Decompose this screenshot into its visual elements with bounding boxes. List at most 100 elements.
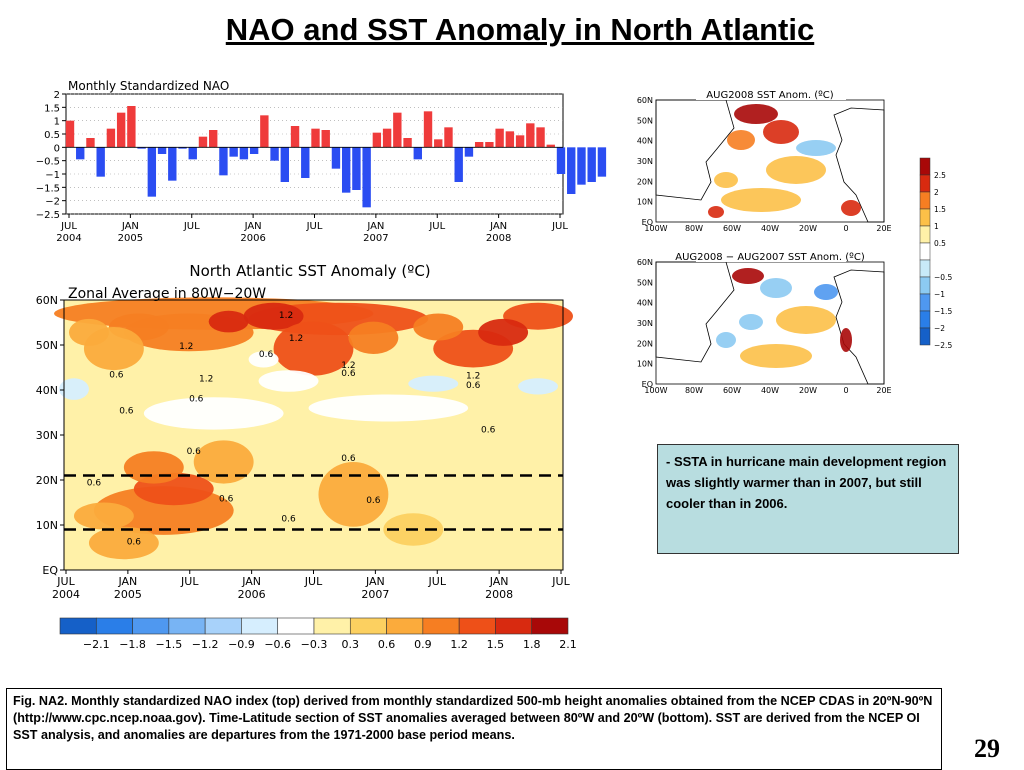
nao-bar (597, 147, 607, 177)
sst-anomaly-region (73, 502, 134, 530)
map-legend-label: 1.5 (934, 205, 946, 214)
nao-bar (219, 147, 228, 176)
sst-colorbar-label: 1.5 (487, 638, 505, 651)
sst-colorbar-label: −2.1 (83, 638, 110, 651)
map-anomaly-region (760, 278, 792, 298)
map-lon-label: 100W (644, 224, 667, 233)
sst-colorbar-swatch (277, 617, 315, 635)
nao-bar (249, 147, 259, 154)
nao-y-tick-label: −1 (45, 170, 60, 181)
map-legend-swatch (919, 174, 931, 193)
sst-anomaly-region (123, 451, 184, 484)
map-legend-label: −1 (934, 290, 945, 299)
map-anomaly-region (841, 200, 861, 216)
nao-bar (567, 147, 576, 194)
nao-x-tick-label: JUL (551, 221, 568, 232)
map-anomaly-region (814, 284, 838, 300)
sst-anomaly-region (243, 302, 304, 330)
sst-colorbar-swatch (531, 617, 569, 635)
map-anomaly-region (766, 156, 826, 184)
map-lon-label: 20E (876, 224, 891, 233)
map-lat-label: EQ (642, 380, 653, 389)
map-legend-label: 2.5 (934, 171, 946, 180)
sst-contour-label: 0.6 (189, 395, 204, 405)
nao-bar (209, 130, 218, 148)
map-legend-swatch (919, 310, 931, 329)
sst-x-tick-label: JAN (489, 575, 509, 588)
nao-bar (96, 147, 105, 177)
nao-x-year-label: 2007 (363, 233, 388, 244)
nao-x-tick-label: JAN (121, 221, 139, 232)
map-anomaly-region (796, 140, 836, 156)
nao-bar (423, 111, 433, 148)
map-anomaly-region (732, 268, 764, 284)
sst-contour-label: 0.6 (187, 447, 202, 457)
map-legend-swatch (919, 208, 931, 227)
map-lat-label: 60N (637, 96, 653, 105)
map-anomaly-region (734, 104, 778, 124)
nao-bar (536, 127, 545, 148)
sst-colorbar-swatch (386, 617, 424, 635)
map-anomaly-region (727, 130, 755, 150)
sst-hovmoller-chart: North Atlantic SST Anomaly (ºC) 1.2 1.2 1.2… (36, 262, 577, 651)
sst-anomaly-region (308, 394, 469, 422)
sst-contour-label: 0.6 (366, 496, 381, 506)
sst-anomaly-region (478, 318, 529, 346)
nao-y-tick-label: 1 (54, 117, 60, 128)
sst-x-tick-label: JAN (365, 575, 385, 588)
map-title: AUG2008 SST Anom. (ºC) (706, 90, 834, 101)
nao-bar (546, 144, 555, 148)
sst-colorbar-label: −0.6 (264, 638, 291, 651)
sst-anomaly-region (348, 321, 399, 354)
sst-contour-label: 0.6 (341, 454, 356, 464)
nao-x-year-label: 2004 (56, 233, 81, 244)
nao-bar (382, 128, 392, 148)
map-legend-swatch (919, 259, 931, 278)
nao-bar (321, 130, 330, 148)
sst-y-tick-label: 10N (36, 519, 58, 532)
map-lat-label: 20N (637, 339, 653, 348)
sst-anomaly-region (248, 351, 279, 368)
map-legend-swatch (919, 293, 931, 312)
nao-bar (229, 147, 238, 157)
sst-colorbar-swatch (495, 617, 533, 635)
map-lat-label: 40N (637, 137, 653, 146)
sst-colorbar-label: 0.3 (342, 638, 360, 651)
map-lon-label: 60W (723, 224, 741, 233)
map-lat-label: 40N (637, 299, 653, 308)
sst-anomaly-region (68, 318, 109, 346)
sst-colorbar-swatch (168, 617, 206, 635)
sst-x-tick-label: JAN (117, 575, 137, 588)
nao-bar-chart: 2 1.5 1 0.5 0 −0.5 −1 −1.5 −2 −2.5 Monthly Standar… (36, 79, 607, 244)
nao-bar (137, 147, 146, 149)
map-anomaly-region (740, 344, 812, 368)
map-title-bg (696, 250, 846, 262)
nao-bar (198, 136, 208, 148)
map-lat-label: 10N (637, 198, 653, 207)
sst-colorbar-swatch (458, 617, 496, 635)
sst-anomaly-maps: AUG2008 SST Anom. (ºC) 60N 50N 40N 30N 20N 10N… (637, 88, 952, 395)
sst-chart-subtitle: Zonal Average in 80W−20W (68, 286, 266, 302)
nao-bar (434, 139, 443, 148)
map-lat-label: 30N (637, 319, 653, 328)
map-lon-label: 20W (799, 386, 817, 395)
nao-bar (280, 147, 290, 182)
nao-y-tick-label: 1.5 (44, 103, 60, 114)
nao-bar (485, 142, 494, 148)
nao-bar (515, 135, 525, 148)
sst-anomaly-region (143, 397, 284, 430)
map-legend-label: 2 (934, 188, 939, 197)
map-lat-label: 50N (637, 116, 653, 125)
nao-x-tick-label: JUL (306, 221, 323, 232)
map-legend-swatch (919, 242, 931, 261)
map-land-americas (655, 99, 735, 201)
map-anomaly-region (739, 314, 763, 330)
sst-x-year-label: 2004 (52, 588, 80, 601)
map-lat-label: 50N (637, 278, 653, 287)
sst-colorbar-swatch (59, 617, 97, 635)
nao-bar (127, 106, 136, 148)
nao-bar (147, 147, 157, 197)
nao-bar (290, 126, 300, 148)
map-lon-label: 60W (723, 386, 741, 395)
map-lon-label: 80W (685, 386, 703, 395)
